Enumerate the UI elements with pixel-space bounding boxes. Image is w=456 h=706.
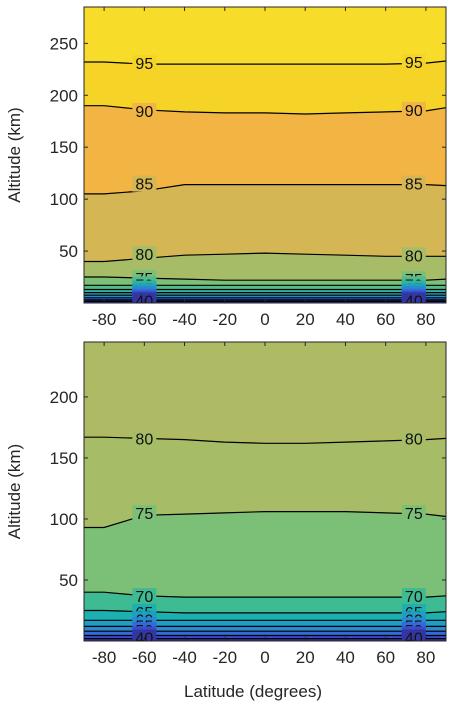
contour-label-80: 80 (135, 247, 153, 264)
y-tick-label: 50 (59, 571, 78, 590)
y-tick-label: 150 (50, 138, 78, 157)
contour-label-bg (132, 505, 157, 522)
plot-area: 9595909085858080757570706565606055555050… (84, 7, 446, 310)
top-panel: 9595909085858080757570706565606055555050… (5, 6, 447, 329)
x-axis-title: Latitude (degrees) (184, 682, 322, 701)
contour-label-90: 90 (135, 104, 153, 121)
x-tick-label: -60 (132, 648, 157, 667)
contour-line-70 (84, 591, 446, 598)
contour-label-bg (401, 430, 426, 447)
contour-label-80: 80 (405, 432, 423, 449)
x-tick-label: -40 (172, 310, 197, 329)
contour-label-bg (401, 175, 426, 192)
contour-label-75: 75 (405, 506, 423, 523)
contour-line-75 (84, 276, 446, 281)
x-tick-label: 0 (260, 310, 269, 329)
contour-label-85: 85 (135, 177, 153, 194)
contour-label-bg (401, 247, 426, 264)
x-tick-label: 0 (260, 648, 269, 667)
contour-label-70: 70 (135, 589, 153, 606)
y-axis-title: Altitude (km) (5, 444, 24, 539)
y-tick-label: 200 (50, 86, 78, 105)
x-tick-label: -80 (92, 310, 117, 329)
contour-label-70: 70 (405, 589, 423, 606)
contour-label-bg (132, 55, 157, 72)
y-tick-label: 100 (50, 190, 78, 209)
x-tick-label: 80 (416, 648, 435, 667)
y-axis-title: Altitude (km) (5, 107, 24, 202)
contour-line-75 (84, 511, 446, 529)
y-tick-label: 200 (50, 388, 78, 407)
contour-line-80 (84, 436, 446, 444)
contour-label-95: 95 (405, 55, 423, 72)
bottom-panel: 808075757070656560605555505045454040-80-… (5, 341, 447, 701)
y-tick-label: 100 (50, 510, 78, 529)
x-tick-label: 20 (296, 648, 315, 667)
contour-label-bg (132, 102, 157, 119)
x-tick-label: -20 (212, 648, 237, 667)
contour-label-80: 80 (405, 248, 423, 265)
contour-label-bg (401, 292, 426, 303)
x-tick-label: 40 (336, 310, 355, 329)
x-tick-label: 60 (376, 310, 395, 329)
y-tick-label: 250 (50, 34, 78, 53)
x-tick-label: 40 (336, 648, 355, 667)
contour-label-bg (132, 430, 157, 447)
contour-label-bg (132, 292, 157, 303)
plot-area: 808075757070656560605555505045454040 (84, 342, 446, 648)
contour-label-bg (132, 588, 157, 605)
contour-label-bg (132, 629, 157, 641)
y-tick-label: 50 (59, 242, 78, 261)
contour-line-95 (84, 60, 446, 65)
contour-label-80: 80 (135, 432, 153, 449)
x-tick-label: 80 (416, 310, 435, 329)
contour-label-bg (401, 101, 426, 118)
contour-label-40: 40 (135, 631, 153, 648)
x-tick-label: -80 (92, 648, 117, 667)
contour-label-bg (132, 175, 157, 192)
contour-label-bg (401, 54, 426, 71)
contour-label-85: 85 (405, 177, 423, 194)
x-tick-label: -20 (212, 310, 237, 329)
x-tick-label: 20 (296, 310, 315, 329)
y-tick-label: 150 (50, 449, 78, 468)
contour-label-40: 40 (405, 293, 423, 310)
contour-label-bg (132, 246, 157, 263)
contour-label-40: 40 (135, 293, 153, 310)
contour-label-bg (401, 588, 426, 605)
contour-line-90 (84, 105, 446, 115)
x-tick-label: -60 (132, 310, 157, 329)
contour-label-90: 90 (405, 103, 423, 120)
contour-label-40: 40 (405, 631, 423, 648)
contour-line-85 (84, 184, 446, 195)
contour-line-65 (84, 609, 446, 614)
contour-label-95: 95 (135, 56, 153, 73)
contour-label-bg (401, 629, 426, 641)
x-tick-label: -40 (172, 648, 197, 667)
contour-label-bg (401, 505, 426, 522)
x-tick-label: 60 (376, 648, 395, 667)
contour-line-80 (84, 252, 446, 263)
contour-label-75: 75 (135, 506, 153, 523)
